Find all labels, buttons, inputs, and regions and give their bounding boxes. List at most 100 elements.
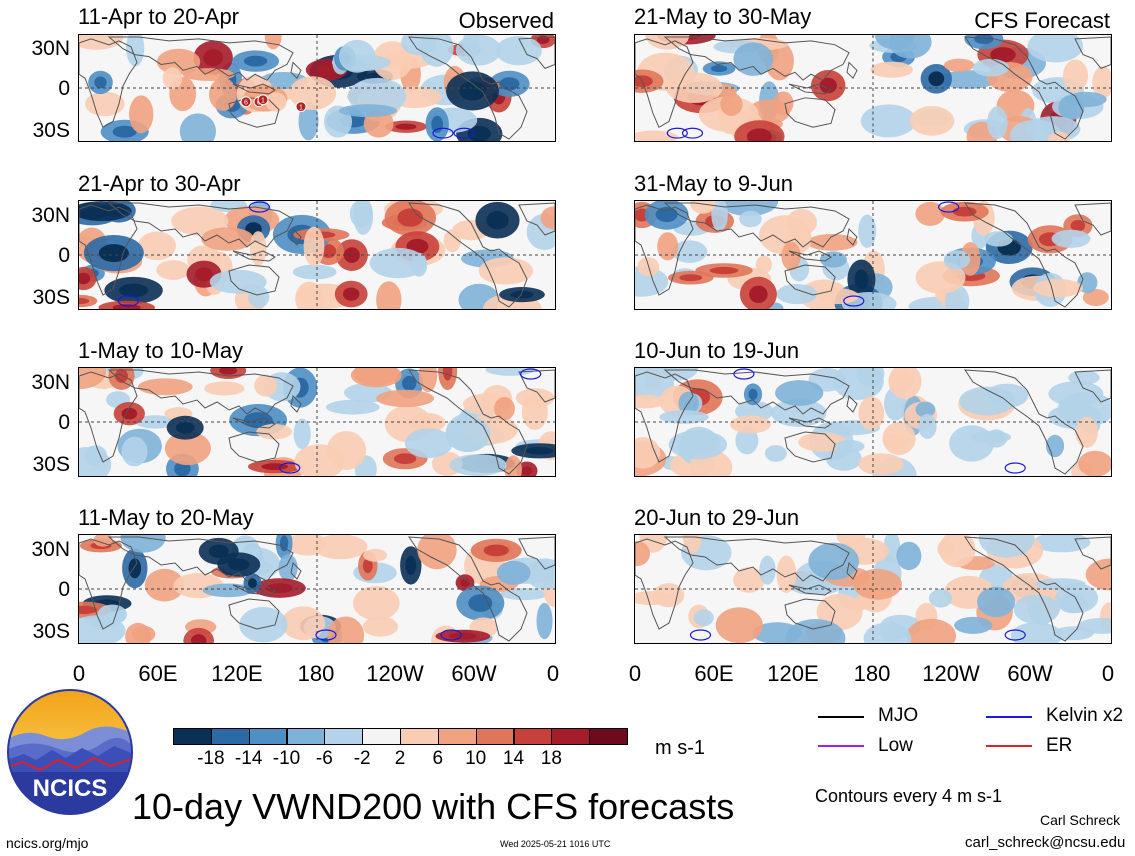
coastline — [408, 36, 528, 140]
kelvin-contour — [681, 127, 704, 139]
anomaly-blob — [164, 431, 211, 466]
coastline — [228, 598, 280, 630]
anomaly-blob — [171, 206, 229, 236]
lat-label-eq: 0 — [58, 244, 70, 267]
anomaly-core — [525, 447, 554, 455]
anomaly-core — [208, 544, 229, 558]
anomaly-blob — [353, 368, 399, 386]
anomaly-core — [459, 81, 486, 101]
anomaly-core — [467, 125, 491, 141]
anomaly-blob — [888, 368, 922, 399]
map-svg — [635, 201, 1111, 309]
anomaly-blob — [138, 231, 176, 261]
lon-label: 120W — [922, 661, 980, 686]
anomaly-blob — [126, 35, 145, 67]
anomaly-blob — [1078, 450, 1111, 476]
footer-author: Carl Schreck — [1040, 812, 1121, 828]
anomaly-blob — [978, 535, 1035, 558]
colorbar-label: 6 — [432, 748, 444, 769]
colorbar-units: m s-1 — [655, 737, 705, 759]
colorbar-labels: -18 -14 -10 -6 -2 2 6 10 14 18 — [173, 748, 627, 772]
map-svg — [79, 535, 555, 643]
anomaly-blob — [918, 413, 937, 439]
coastline — [663, 536, 850, 582]
lat-label-30s: 30S — [32, 119, 70, 142]
anomaly-core — [486, 211, 509, 230]
anomaly-blob — [338, 104, 398, 118]
coastline — [1074, 536, 1111, 570]
anomaly-core — [395, 123, 417, 130]
legend-kelvin-label: Kelvin x2 — [1046, 705, 1124, 726]
anomaly-blob — [693, 609, 714, 627]
colorbar-label: -2 — [353, 748, 371, 769]
storm-marker-icon: 6 — [240, 96, 252, 108]
colorbar-swatch — [248, 728, 288, 745]
coastline — [232, 250, 276, 262]
anomaly-blob — [362, 616, 399, 637]
kelvin-contour — [453, 127, 475, 139]
anomaly-core — [536, 35, 550, 45]
anomaly-core — [952, 206, 977, 217]
lat-label-eq: 0 — [58, 77, 70, 100]
anomaly-blob — [249, 231, 267, 266]
anomaly-blob — [327, 616, 365, 643]
anomaly-core — [119, 283, 149, 298]
anomaly-blob — [303, 226, 325, 267]
anomaly-blob — [1033, 278, 1083, 298]
anomaly-core — [468, 594, 493, 612]
coastline — [964, 202, 1084, 308]
anomaly-blob — [735, 426, 759, 455]
colorbar-swatch — [362, 728, 401, 745]
anomaly-blob — [739, 210, 762, 228]
anomaly-blob — [665, 72, 723, 104]
coastline — [79, 204, 138, 296]
anomaly-blob — [494, 396, 515, 421]
anomaly-blob — [863, 622, 912, 643]
footer-email: carl_schreck@ncsu.edu — [965, 834, 1126, 851]
coastline — [663, 369, 850, 415]
forecast-label: CFS Forecast — [974, 8, 1110, 33]
anomaly-blob — [121, 436, 148, 467]
anomaly-core — [974, 35, 994, 45]
anomaly-blob — [668, 430, 727, 460]
anomaly-blob — [711, 201, 728, 232]
lon-label: 120E — [211, 661, 263, 686]
anomaly-core — [709, 266, 739, 275]
colorbar-swatch — [400, 728, 439, 745]
map-svg — [79, 368, 555, 476]
kelvin-contour — [117, 295, 140, 307]
coastline — [846, 561, 858, 580]
map-panel-5 — [634, 34, 1112, 142]
colorbar-swatch — [551, 728, 591, 745]
anomaly-blob — [759, 555, 776, 585]
anomaly-blob — [786, 209, 817, 236]
anomaly-core — [397, 208, 424, 227]
colorbar-swatch — [210, 728, 250, 745]
anomaly-core — [499, 77, 520, 91]
anomaly-blob — [690, 201, 716, 214]
anomaly-core — [635, 75, 653, 88]
colorbar-label: 14 — [502, 748, 525, 769]
anomaly-blob — [808, 542, 859, 580]
anomaly-blob — [265, 92, 287, 112]
anomaly-core — [79, 298, 90, 304]
anomaly-core — [402, 375, 417, 391]
anomaly-blob — [313, 535, 368, 560]
lat-label-30n: 30N — [31, 538, 70, 561]
anomaly-blob — [504, 455, 522, 476]
kelvin-contour — [938, 201, 960, 213]
anomaly-blob — [659, 410, 709, 424]
anomaly-core — [86, 206, 117, 217]
anomaly-blob — [943, 58, 975, 72]
map-svg — [635, 368, 1111, 476]
kelvin-contour — [733, 368, 755, 380]
coastline — [784, 598, 836, 630]
anomaly-blob — [836, 535, 866, 547]
colorbar-label: 18 — [540, 748, 562, 769]
kelvin-contour — [666, 127, 688, 139]
anomaly-core — [510, 290, 534, 299]
anomaly-blob — [129, 95, 154, 134]
anomaly-blob — [733, 42, 774, 76]
coastline — [964, 36, 1084, 140]
lat-label-eq: 0 — [58, 578, 70, 601]
